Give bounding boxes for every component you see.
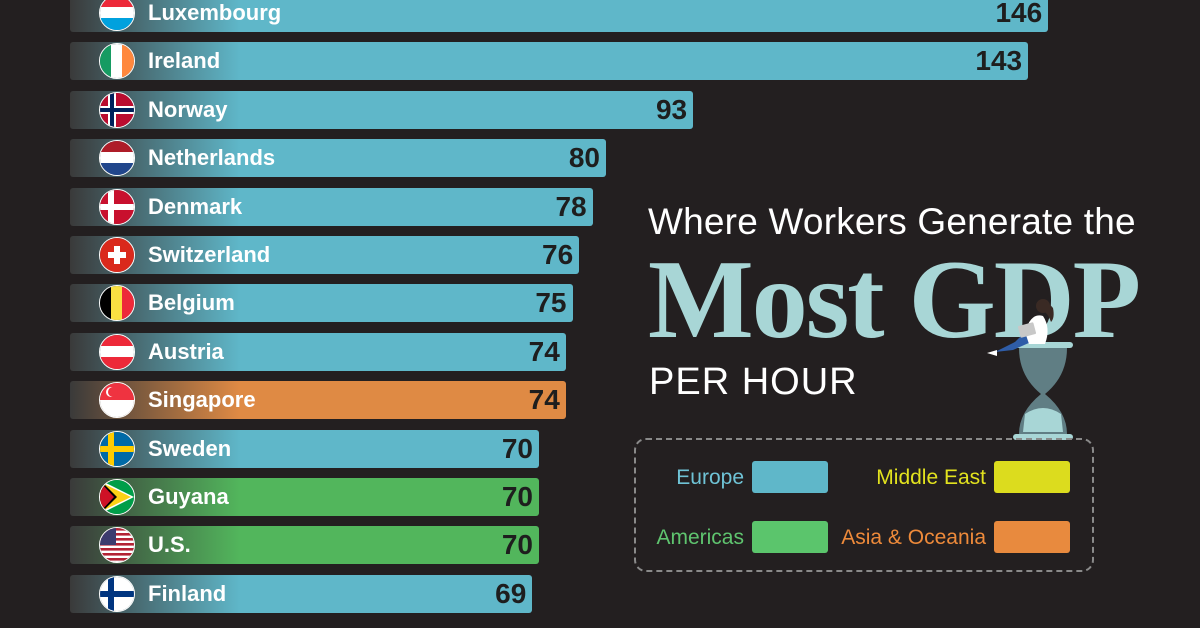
bar-denmark (70, 187, 593, 226)
legend-label-americas: Americas (656, 526, 744, 549)
country-label: Austria (148, 338, 224, 364)
flag-denmark-icon (99, 188, 135, 225)
country-label: Norway (148, 96, 228, 122)
bar-finland (70, 574, 533, 613)
country-label: Ireland (148, 48, 221, 74)
country-label: Luxembourg (148, 0, 282, 25)
value-label: 70 (501, 432, 533, 464)
flag-belgium-icon (99, 285, 135, 322)
value-label: 78 (555, 190, 587, 222)
bar-u-s (70, 526, 539, 565)
country-label: Singapore (148, 387, 256, 413)
legend-swatch-middle-east (994, 461, 1070, 493)
country-label: Belgium (148, 290, 235, 316)
value-label: 80 (568, 142, 600, 174)
legend-label-asia-oceania: Asia & Oceania (841, 526, 986, 549)
flag-austria-icon (99, 333, 135, 370)
bar-sweden (70, 429, 539, 468)
country-label: U.S. (148, 532, 191, 558)
value-label: 69 (495, 577, 527, 609)
title-line1: Where Workers Generate the (648, 201, 1136, 242)
bar-ireland (70, 42, 1029, 81)
title-sub: PER HOUR (649, 361, 858, 403)
bar-austria (70, 332, 566, 371)
flag-switzerland-icon (99, 237, 135, 273)
bar-guyana (70, 478, 539, 516)
flag-finland-icon (99, 575, 135, 612)
legend-label-middle-east: Middle East (876, 466, 986, 489)
legend: Europe Middle East Americas Asia & Ocean… (634, 438, 1094, 572)
country-label: Netherlands (148, 145, 276, 171)
flag-guyana-icon (99, 479, 135, 515)
country-label: Switzerland (148, 242, 271, 267)
country-label: Sweden (148, 435, 232, 461)
flag-netherlands-icon (99, 140, 135, 177)
value-label: 74 (528, 335, 560, 367)
bar-netherlands (70, 139, 606, 178)
value-label: 70 (501, 481, 533, 512)
bar-singapore (70, 381, 566, 420)
title-main: Most GDP (648, 238, 1141, 362)
bar-belgium (70, 284, 573, 323)
flag-luxembourg-icon (99, 0, 135, 31)
bar-switzerland (70, 236, 580, 274)
bar-norway (70, 90, 694, 129)
value-label: 143 (975, 45, 1023, 77)
flag-ireland-icon (99, 43, 135, 80)
value-label: 70 (501, 529, 533, 561)
value-label: 75 (535, 287, 567, 319)
value-label: 93 (655, 93, 688, 125)
legend-swatch-americas (752, 521, 828, 553)
legend-swatch-asia-oceania (994, 521, 1070, 553)
value-label: 146 (995, 0, 1043, 28)
bar-luxembourg (70, 0, 1049, 32)
flag-u-s-icon (99, 527, 135, 564)
country-label: Denmark (148, 193, 243, 219)
legend-swatch-europe (752, 461, 828, 493)
flag-norway-icon (99, 91, 135, 128)
flag-singapore-icon (99, 382, 135, 419)
value-label: 74 (528, 384, 560, 416)
country-label: Finland (148, 580, 227, 606)
value-label: 76 (542, 239, 574, 270)
country-label: Guyana (148, 484, 229, 509)
flag-sweden-icon (99, 430, 135, 467)
hourglass-illustration (987, 299, 1073, 440)
legend-label-europe: Europe (676, 466, 744, 489)
